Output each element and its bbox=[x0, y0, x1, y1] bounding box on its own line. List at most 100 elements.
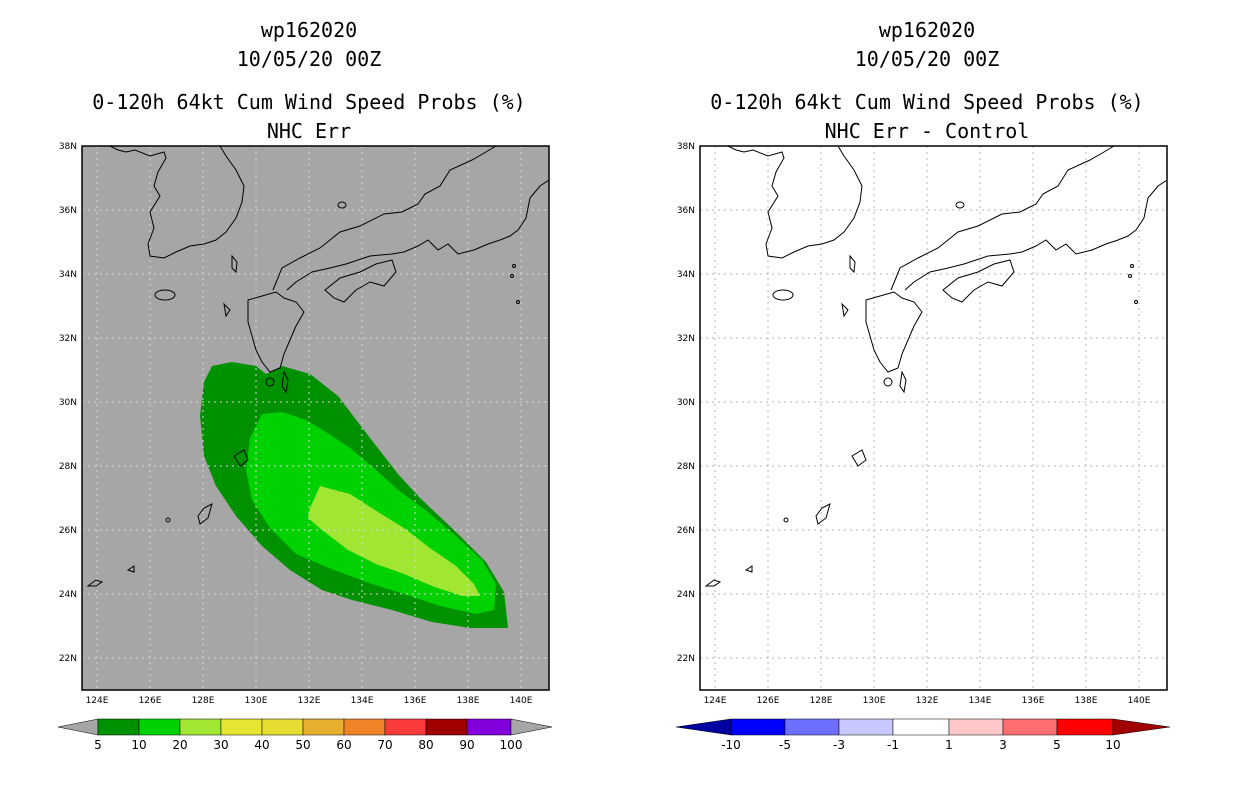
left-header: wp162020 10/05/20 00Z bbox=[0, 16, 618, 74]
colorbar-swatch bbox=[261, 718, 304, 736]
left-product-title: 0-120h 64kt Cum Wind Speed Probs (%) bbox=[92, 90, 526, 114]
right-colorbar bbox=[675, 718, 1171, 736]
colorbar-label: 10 bbox=[131, 738, 146, 752]
right-map: 38N 36N 34N 32N 30N 28N 26N 24N 22N 124E… bbox=[675, 142, 1171, 752]
colorbar-label: -3 bbox=[833, 738, 845, 752]
lon-label: 136E bbox=[404, 696, 427, 706]
colorbar-arrow-low bbox=[675, 718, 732, 736]
left-title: 0-120h 64kt Cum Wind Speed Probs (%) NHC… bbox=[0, 88, 618, 146]
lat-label: 28N bbox=[677, 462, 695, 472]
colorbar-label: 3 bbox=[999, 738, 1007, 752]
lat-label: 24N bbox=[59, 590, 77, 600]
colorbar-swatch bbox=[138, 718, 181, 736]
right-storm-id: wp162020 bbox=[878, 18, 976, 42]
colorbar-label: 100 bbox=[500, 738, 523, 752]
colorbar-arrow-high bbox=[510, 718, 553, 736]
lat-label: 38N bbox=[59, 142, 77, 152]
lon-label: 126E bbox=[757, 696, 780, 706]
colorbar-swatch bbox=[97, 718, 140, 736]
colorbar-label: 60 bbox=[336, 738, 351, 752]
colorbar-arrow-high bbox=[1112, 718, 1171, 736]
lat-label: 28N bbox=[59, 462, 77, 472]
right-plot-frame bbox=[699, 145, 1168, 691]
lon-label: 140E bbox=[510, 696, 533, 706]
colorbar-label: 20 bbox=[172, 738, 187, 752]
right-gridlines bbox=[700, 146, 1167, 690]
colorbar-swatch bbox=[343, 718, 386, 736]
lon-label: 130E bbox=[245, 696, 268, 706]
lat-label: 32N bbox=[677, 334, 695, 344]
colorbar-label: 5 bbox=[1053, 738, 1061, 752]
colorbar-swatch bbox=[179, 718, 222, 736]
lon-label: 128E bbox=[192, 696, 215, 706]
right-header: wp162020 10/05/20 00Z bbox=[618, 16, 1236, 74]
lon-label: 138E bbox=[457, 696, 480, 706]
left-colorbar bbox=[57, 718, 553, 736]
lat-label: 36N bbox=[677, 206, 695, 216]
left-subtitle: NHC Err bbox=[266, 119, 352, 143]
lat-label: 30N bbox=[59, 398, 77, 408]
lat-label: 26N bbox=[677, 526, 695, 536]
lat-label: 32N bbox=[59, 334, 77, 344]
left-plot-frame bbox=[81, 145, 550, 691]
lon-label: 126E bbox=[139, 696, 162, 706]
colorbar-label: 30 bbox=[213, 738, 228, 752]
colorbar-label: -5 bbox=[779, 738, 791, 752]
lat-label: 38N bbox=[677, 142, 695, 152]
lat-label: 34N bbox=[59, 270, 77, 280]
colorbar-swatch bbox=[948, 718, 1004, 736]
lat-label: 22N bbox=[677, 654, 695, 664]
left-gridlines bbox=[82, 146, 549, 690]
lat-label: 30N bbox=[677, 398, 695, 408]
left-map: 38N 36N 34N 32N 30N 28N 26N 24N 22N 124E… bbox=[57, 142, 553, 752]
lat-label: 22N bbox=[59, 654, 77, 664]
colorbar-label: 1 bbox=[945, 738, 953, 752]
colorbar-swatch bbox=[892, 718, 950, 736]
colorbar-label: 5 bbox=[94, 738, 102, 752]
lon-label: 134E bbox=[351, 696, 374, 706]
left-panel: wp162020 10/05/20 00Z 0-120h 64kt Cum Wi… bbox=[0, 16, 618, 752]
lon-label: 136E bbox=[1022, 696, 1045, 706]
colorbar-swatch bbox=[730, 718, 786, 736]
right-datetime: 10/05/20 00Z bbox=[854, 47, 1000, 71]
right-colorbar-labels: -10 -5 -3 -1 1 3 5 10 bbox=[721, 738, 1120, 752]
right-panel: wp162020 10/05/20 00Z 0-120h 64kt Cum Wi… bbox=[618, 0, 1236, 800]
colorbar-label: 40 bbox=[254, 738, 269, 752]
right-product-title: 0-120h 64kt Cum Wind Speed Probs (%) bbox=[710, 90, 1144, 114]
colorbar-swatch bbox=[838, 718, 894, 736]
lon-label: 132E bbox=[298, 696, 321, 706]
colorbar-label: 80 bbox=[418, 738, 433, 752]
lat-label: 24N bbox=[677, 590, 695, 600]
colorbar-label: -1 bbox=[887, 738, 899, 752]
left-lon-labels: 124E 126E 128E 130E 132E 134E 136E 138E … bbox=[86, 696, 533, 706]
right-title: 0-120h 64kt Cum Wind Speed Probs (%) NHC… bbox=[618, 88, 1236, 146]
lon-label: 138E bbox=[1075, 696, 1098, 706]
colorbar-swatch bbox=[466, 718, 512, 736]
colorbar-swatch bbox=[1002, 718, 1058, 736]
lon-label: 124E bbox=[704, 696, 727, 706]
colorbar-label: 10 bbox=[1105, 738, 1120, 752]
right-lat-labels: 38N 36N 34N 32N 30N 28N 26N 24N 22N bbox=[677, 142, 695, 664]
lon-label: 128E bbox=[810, 696, 833, 706]
lat-label: 36N bbox=[59, 206, 77, 216]
left-storm-id: wp162020 bbox=[260, 18, 358, 42]
lat-label: 26N bbox=[59, 526, 77, 536]
lon-label: 132E bbox=[916, 696, 939, 706]
colorbar-swatch bbox=[302, 718, 345, 736]
colorbar-swatch bbox=[220, 718, 263, 736]
right-subtitle: NHC Err - Control bbox=[824, 119, 1030, 143]
colorbar-label: 90 bbox=[459, 738, 474, 752]
colorbar-label: 50 bbox=[295, 738, 310, 752]
colorbar-swatch bbox=[425, 718, 468, 736]
colorbar-label: 70 bbox=[377, 738, 392, 752]
lon-label: 140E bbox=[1128, 696, 1151, 706]
lon-label: 124E bbox=[86, 696, 109, 706]
colorbar-swatch bbox=[1056, 718, 1114, 736]
left-colorbar-labels: 5 10 20 30 40 50 60 70 80 90 100 bbox=[94, 738, 522, 752]
right-lon-labels: 124E 126E 128E 130E 132E 134E 136E 138E … bbox=[704, 696, 1151, 706]
lon-label: 130E bbox=[863, 696, 886, 706]
colorbar-swatch bbox=[384, 718, 427, 736]
colorbar-swatch bbox=[784, 718, 840, 736]
left-datetime: 10/05/20 00Z bbox=[236, 47, 382, 71]
colorbar-arrow-low bbox=[57, 718, 99, 736]
